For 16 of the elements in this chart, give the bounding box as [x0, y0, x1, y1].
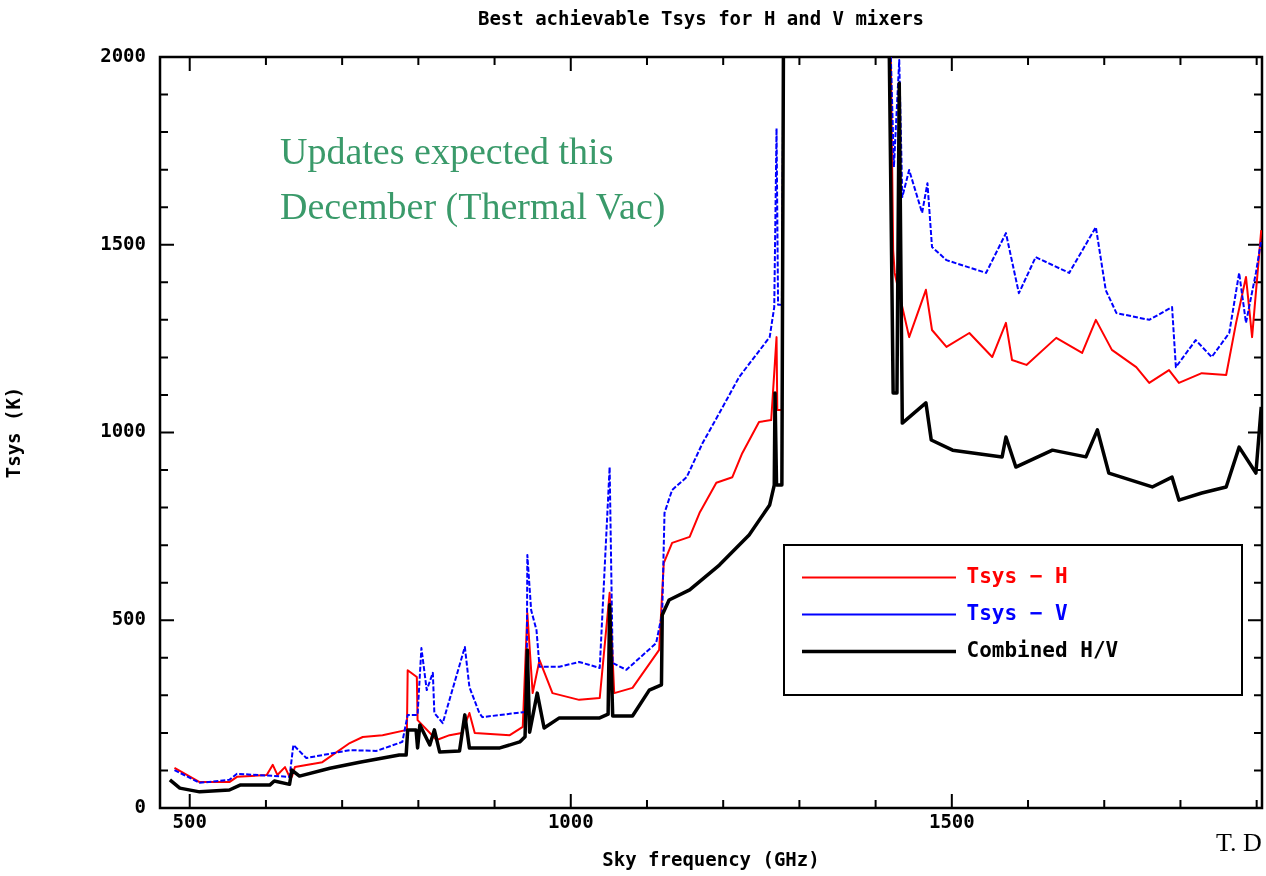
- y-tick-label: 1500: [100, 231, 146, 254]
- y-tick-label: 2000: [100, 43, 146, 66]
- text: Combined H/V: [966, 637, 1119, 662]
- y-tick-label: 500: [111, 607, 146, 630]
- x-tick-label: 1500: [928, 810, 975, 833]
- text: T. D: [1216, 828, 1262, 857]
- y-tick-label: 1000: [100, 419, 146, 442]
- x-axis-title: Sky frequency (GHz): [602, 847, 820, 870]
- chart-title: Best achievable Tsys for H and V mixers: [477, 6, 925, 29]
- x-tick-label: 500: [172, 810, 207, 833]
- text: Tsys − H: [966, 563, 1068, 588]
- y-axis-title: Tsys (K): [2, 386, 25, 479]
- x-tick-label: 1000: [547, 810, 594, 833]
- text: Tsys − V: [966, 600, 1068, 625]
- y-tick-label: 0: [134, 794, 146, 817]
- annotation: Updates expected this December (Thermal Vac): [280, 130, 666, 228]
